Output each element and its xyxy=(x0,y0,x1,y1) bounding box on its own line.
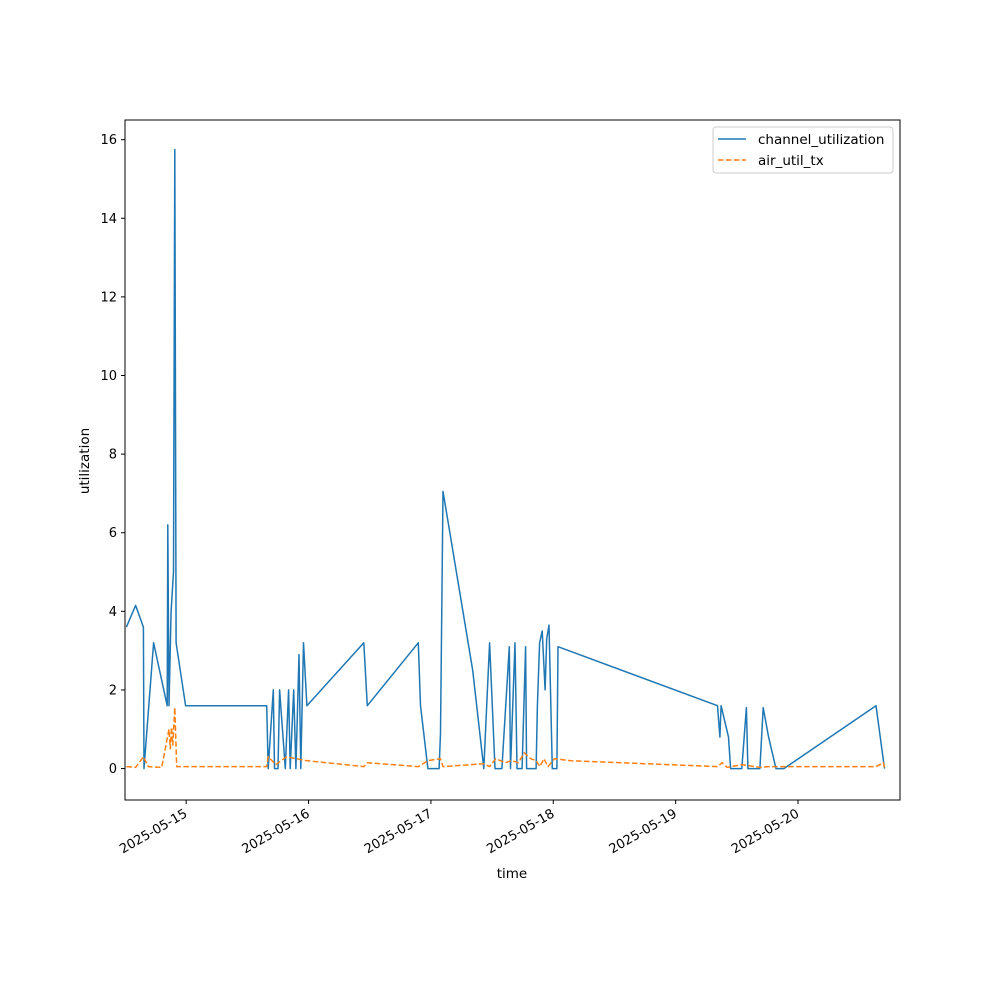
y-tick-label: 2 xyxy=(109,683,117,698)
y-tick-label: 6 xyxy=(109,526,117,541)
y-tick-label: 14 xyxy=(100,212,117,227)
plot-frame xyxy=(124,119,901,801)
x-axis-label: time xyxy=(497,866,528,882)
y-axis-label: utilization xyxy=(77,428,93,494)
series-line-channel-utilization xyxy=(125,148,886,770)
series-line-air-util-tx xyxy=(126,706,886,769)
y-tick-label: 10 xyxy=(100,369,117,384)
legend: channel_utilization air_util_tx xyxy=(712,126,894,174)
y-tick-label: 8 xyxy=(109,448,117,463)
legend-frame xyxy=(712,126,894,174)
y-tick-label: 12 xyxy=(100,290,117,305)
legend-label-air-util-tx: air_util_tx xyxy=(758,153,824,169)
series-layer xyxy=(125,148,886,770)
y-tick-label: 0 xyxy=(109,762,117,777)
y-tick-label: 4 xyxy=(109,605,117,620)
legend-label-channel-utilization: channel_utilization xyxy=(758,132,885,148)
y-tick-label: 16 xyxy=(100,133,117,148)
